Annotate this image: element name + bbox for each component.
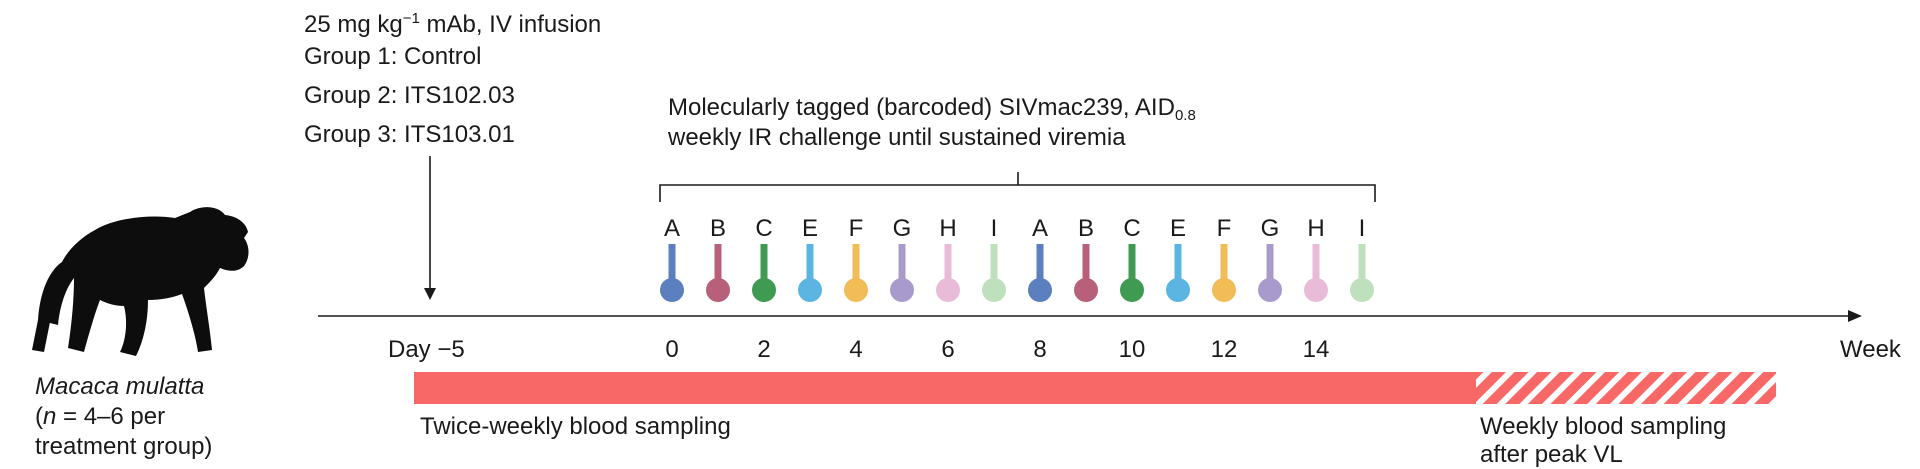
challenge-dot	[798, 278, 822, 302]
n-label: (n = 4–6 per	[35, 403, 166, 430]
challenge-bracket	[659, 184, 1376, 202]
treatment-group-label: treatment group)	[35, 433, 213, 460]
challenge-letter: A	[664, 215, 680, 242]
week-tick-label: 0	[665, 336, 679, 363]
challenge-subtitle: weekly IR challenge until sustained vire…	[668, 124, 1126, 151]
challenge-letter: I	[1359, 215, 1366, 242]
challenge-dot	[1074, 278, 1098, 302]
challenge-dot	[844, 278, 868, 302]
group-1-label: Group 1: Control	[304, 43, 482, 70]
week-tick-label: 12	[1210, 336, 1238, 363]
timeline-arrowhead	[1848, 310, 1862, 322]
challenge-dot	[1304, 278, 1328, 302]
timeline-unit-label: Week	[1840, 336, 1901, 363]
week-tick-label: 2	[757, 336, 771, 363]
dose-label: 25 mg kg−1 mAb, IV infusion	[304, 10, 602, 38]
challenge-letter: H	[939, 215, 956, 242]
challenge-dot	[890, 278, 914, 302]
challenge-dot	[660, 278, 684, 302]
challenge-dot	[936, 278, 960, 302]
challenge-letter: B	[710, 215, 726, 242]
challenge-title: Molecularly tagged (barcoded) SIVmac239,…	[668, 94, 1196, 124]
challenge-dot	[1166, 278, 1190, 302]
challenge-letter: A	[1032, 215, 1048, 242]
challenge-letter: F	[849, 215, 864, 242]
twice-weekly-label: Twice-weekly blood sampling	[420, 413, 731, 440]
challenge-dot	[1028, 278, 1052, 302]
species-label: Macaca mulatta	[35, 373, 205, 400]
challenge-dot	[1120, 278, 1144, 302]
challenge-dot	[1258, 278, 1282, 302]
weekly-sampling-bar	[1476, 372, 1776, 404]
challenge-dot	[706, 278, 730, 302]
week-tick-label: 4	[849, 336, 863, 363]
challenge-letter: F	[1217, 215, 1232, 242]
weekly-label-line1: Weekly blood sampling	[1480, 413, 1727, 440]
challenge-letter: E	[1170, 215, 1186, 242]
dosing-arrowhead	[424, 288, 436, 300]
macaque-silhouette-icon	[32, 207, 249, 356]
week-tick-label: 14	[1302, 336, 1330, 363]
challenge-letter: H	[1307, 215, 1324, 242]
challenge-letter: I	[991, 215, 998, 242]
challenge-letter: C	[755, 215, 772, 242]
week-tick-label: 6	[941, 336, 955, 363]
challenge-letter: C	[1123, 215, 1140, 242]
challenge-dot	[1350, 278, 1374, 302]
twice-weekly-sampling-bar	[414, 372, 1476, 404]
challenge-dot	[1212, 278, 1236, 302]
challenge-dot	[752, 278, 776, 302]
week-tick-label: 10	[1118, 336, 1146, 363]
group-2-label: Group 2: ITS102.03	[304, 82, 515, 109]
day-minus-5-label: Day −5	[388, 336, 465, 363]
challenge-letter: E	[802, 215, 818, 242]
challenge-dot	[982, 278, 1006, 302]
week-tick-label: 8	[1033, 336, 1047, 363]
challenge-letter: G	[893, 215, 912, 242]
challenge-letter: B	[1078, 215, 1094, 242]
challenge-letter: G	[1261, 215, 1280, 242]
weekly-label-line2: after peak VL	[1480, 441, 1623, 468]
group-3-label: Group 3: ITS103.01	[304, 121, 515, 148]
